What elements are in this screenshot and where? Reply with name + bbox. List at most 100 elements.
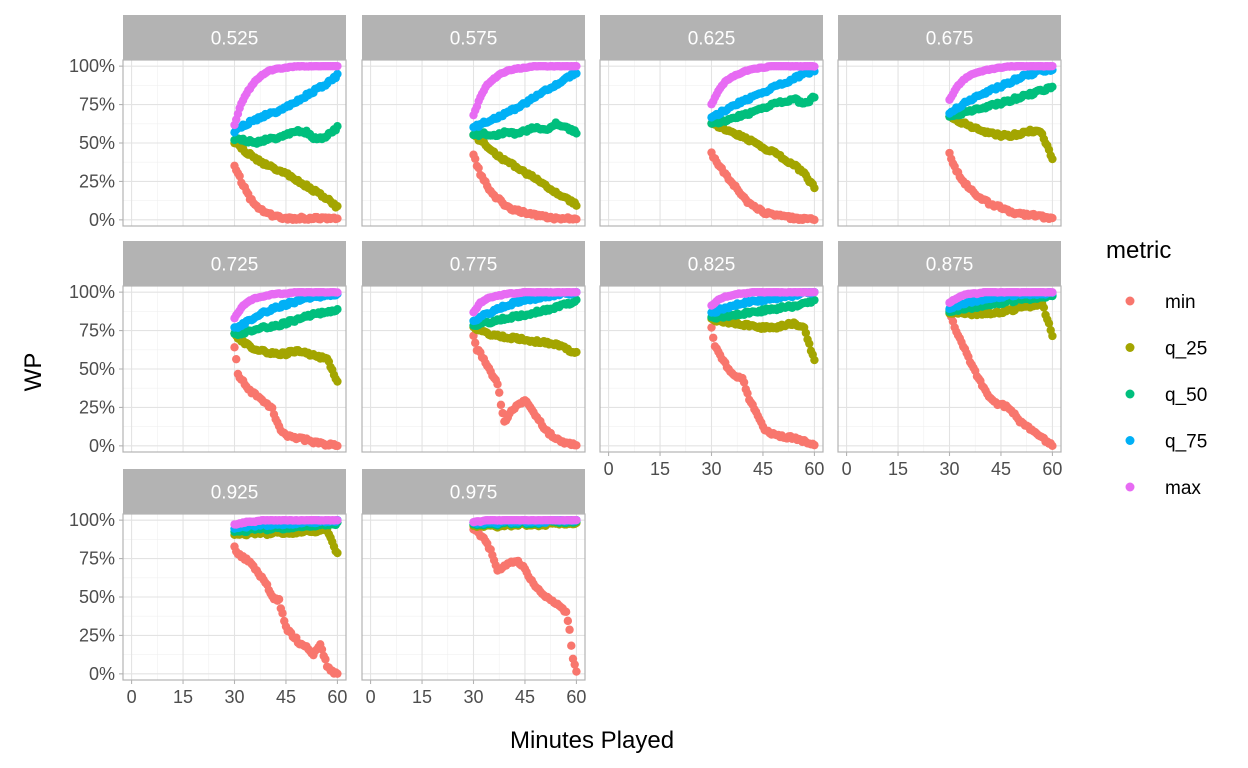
legend-label-q_75: q_75 — [1165, 432, 1207, 453]
series-q_50 — [230, 305, 342, 340]
point-min — [471, 154, 480, 163]
x-tick-label: 30 — [701, 459, 721, 479]
legend-item-q_75: q_75 — [1125, 432, 1207, 453]
legend-label-min: min — [1165, 292, 1196, 313]
point-max — [333, 61, 342, 71]
point-min — [493, 379, 502, 389]
facet-strip — [600, 15, 823, 60]
point-q_25 — [810, 183, 819, 193]
point-min — [333, 669, 342, 678]
series-max — [707, 61, 819, 109]
x-tick-label: 30 — [224, 687, 244, 707]
data-points — [230, 515, 342, 678]
series-max — [469, 515, 581, 527]
series-min — [707, 148, 819, 225]
facet-panel-0.775: 0.775 — [361, 241, 586, 453]
facet-panel-0.675: 0.675 — [837, 15, 1062, 227]
point-min — [572, 667, 581, 676]
series-min — [230, 343, 342, 451]
legend-key-q_25 — [1125, 343, 1135, 352]
point-min — [274, 595, 284, 604]
x-tick-label: 15 — [650, 459, 670, 479]
x-tick-label: 45 — [991, 459, 1011, 479]
series-q_25 — [945, 112, 1057, 164]
legend-key-min — [1125, 296, 1135, 306]
series-q_50 — [469, 118, 581, 141]
x-tick-label: 60 — [804, 459, 824, 479]
y-tick-label: 25% — [79, 625, 115, 645]
point-max — [1048, 288, 1057, 297]
y-tick-label: 0% — [89, 210, 115, 230]
y-tick-label: 25% — [79, 397, 115, 417]
point-min — [572, 215, 581, 224]
y-tick-label: 100% — [69, 282, 115, 302]
legend-key-q_75 — [1125, 436, 1135, 445]
point-q_75 — [333, 69, 342, 79]
series-min — [469, 150, 581, 224]
data-points — [707, 287, 819, 450]
point-min — [1048, 441, 1057, 451]
facet-strip-label: 0.525 — [211, 29, 259, 50]
y-tick-label: 25% — [79, 171, 115, 191]
legend-label-q_50: q_50 — [1165, 385, 1207, 406]
point-min — [561, 607, 571, 617]
legend-label-q_25: q_25 — [1165, 339, 1207, 360]
facet-panel-0.725: 0.725 — [122, 241, 347, 453]
point-q_25 — [810, 355, 819, 365]
point-q_50 — [572, 295, 581, 305]
y-tick-label: 75% — [79, 321, 115, 341]
y-axes: 0% 25% 50% 75% 100% 0% 25% 50% 75% 100% 0% 25% 50% 75… — [69, 56, 123, 684]
point-q_50 — [333, 305, 342, 314]
grid-lines — [838, 60, 1061, 226]
point-q_25 — [1048, 154, 1057, 164]
point-q_75 — [572, 69, 581, 78]
x-tick-label: 30 — [463, 687, 483, 707]
legend-label-max: max — [1165, 478, 1201, 499]
facet-strip-label: 0.725 — [211, 255, 259, 276]
panel-border — [361, 59, 586, 227]
point-min — [709, 333, 718, 342]
series-max — [945, 287, 1057, 307]
point-q_25 — [572, 201, 581, 210]
point-q_50 — [810, 295, 819, 305]
facet-strip — [123, 15, 346, 60]
point-max — [810, 62, 819, 71]
point-max — [333, 288, 342, 297]
facet-strip — [123, 241, 346, 286]
x-tick-label: 15 — [173, 687, 193, 707]
series-q_50 — [469, 295, 581, 331]
data-points — [230, 61, 342, 225]
series-q_25 — [230, 138, 342, 212]
point-max — [572, 515, 581, 525]
point-min — [230, 343, 239, 352]
point-max — [333, 516, 342, 525]
series-min — [230, 161, 342, 225]
x-tick-label: 0 — [366, 687, 376, 707]
series-max — [230, 61, 342, 130]
point-min — [471, 338, 480, 348]
point-min — [496, 400, 506, 410]
point-min — [570, 660, 579, 669]
facet-strip — [362, 15, 585, 60]
facet-strip-label: 0.875 — [926, 255, 974, 276]
grid-lines — [123, 514, 346, 680]
point-min — [235, 171, 244, 181]
point-min — [495, 388, 504, 397]
facet-strip — [838, 241, 1061, 286]
series-min — [945, 305, 1057, 451]
series-max — [230, 287, 342, 323]
series-min — [230, 542, 342, 678]
series-max — [469, 61, 581, 120]
facet-strip-label: 0.675 — [926, 29, 974, 50]
x-axis-col-4: 0 15 30 45 60 — [842, 452, 1062, 479]
facet-strip — [362, 241, 585, 286]
point-max — [810, 287, 819, 297]
point-max — [572, 288, 581, 297]
panel-border — [599, 59, 824, 227]
facet-strip — [838, 15, 1061, 60]
series-min — [945, 148, 1057, 224]
facet-strip-label: 0.975 — [450, 483, 498, 504]
y-tick-label: 0% — [89, 436, 115, 456]
legend-item-q_25: q_25 — [1125, 339, 1207, 360]
point-min — [739, 378, 749, 387]
